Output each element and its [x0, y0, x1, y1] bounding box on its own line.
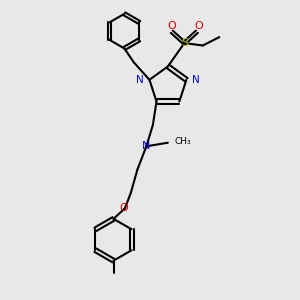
- Text: O: O: [194, 21, 203, 32]
- Text: CH₃: CH₃: [174, 137, 191, 146]
- Text: S: S: [181, 38, 188, 48]
- Text: O: O: [167, 21, 176, 32]
- Text: O: O: [119, 203, 128, 213]
- Text: N: N: [192, 75, 200, 85]
- Text: N: N: [142, 141, 151, 151]
- Text: N: N: [136, 75, 144, 85]
